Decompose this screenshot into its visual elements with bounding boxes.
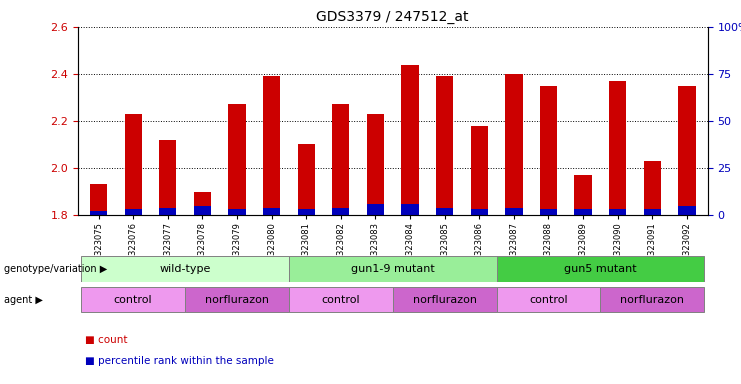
Bar [124,114,142,215]
Bar [367,204,384,215]
Bar [159,140,176,215]
Bar [298,209,315,215]
Bar [496,256,704,282]
Title: GDS3379 / 247512_at: GDS3379 / 247512_at [316,10,469,25]
Bar [332,104,350,215]
Bar [228,104,246,215]
Bar [393,286,496,313]
Bar [644,209,661,215]
Bar [90,184,107,215]
Bar [574,209,592,215]
Bar [644,161,661,215]
Bar [436,76,453,215]
Bar [471,209,488,215]
Bar [298,144,315,215]
Bar [402,65,419,215]
Text: norflurazon: norflurazon [620,295,684,305]
Text: control: control [529,295,568,305]
Bar [436,207,453,215]
Text: ■ count: ■ count [85,335,127,345]
Text: norflurazon: norflurazon [205,295,269,305]
Bar [471,126,488,215]
Bar [82,256,289,282]
Text: control: control [322,295,360,305]
Bar [678,206,696,215]
Bar [90,211,107,215]
Bar [367,114,384,215]
Bar [496,286,600,313]
Text: genotype/variation ▶: genotype/variation ▶ [4,264,107,274]
Bar [609,81,626,215]
Bar [505,207,522,215]
Bar [193,206,211,215]
Text: gun5 mutant: gun5 mutant [564,264,637,274]
Bar [263,76,280,215]
Bar [289,256,496,282]
Bar [82,286,185,313]
Text: norflurazon: norflurazon [413,295,476,305]
Bar [193,192,211,215]
Bar [600,286,704,313]
Text: wild-type: wild-type [159,264,210,274]
Bar [609,209,626,215]
Bar [539,86,557,215]
Bar [402,204,419,215]
Text: ■ percentile rank within the sample: ■ percentile rank within the sample [85,356,274,366]
Bar [159,207,176,215]
Bar [289,286,393,313]
Bar [263,207,280,215]
Text: gun1-9 mutant: gun1-9 mutant [350,264,435,274]
Bar [539,209,557,215]
Bar [228,209,246,215]
Text: control: control [114,295,153,305]
Text: agent ▶: agent ▶ [4,295,42,305]
Bar [185,286,289,313]
Bar [124,209,142,215]
Bar [678,86,696,215]
Bar [574,175,592,215]
Bar [505,74,522,215]
Bar [332,207,350,215]
